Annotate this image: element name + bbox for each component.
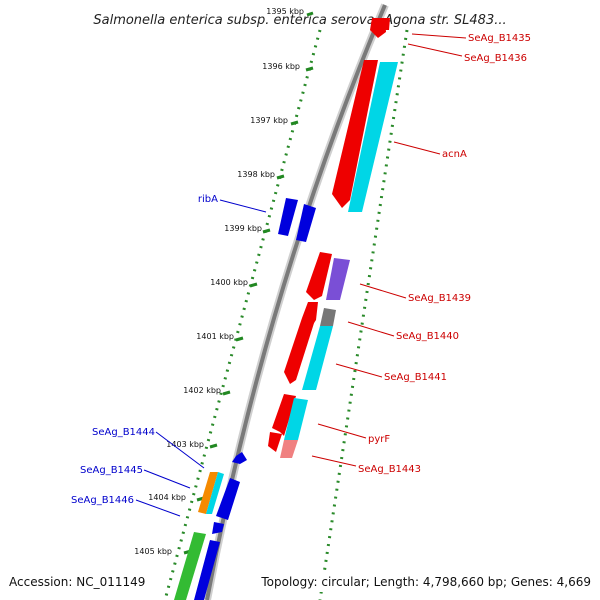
kbp-tick	[222, 390, 231, 396]
gene-label[interactable]: SeAg_B1439	[408, 293, 471, 304]
gene-label[interactable]: SeAg_B1446	[71, 495, 134, 506]
label-leader	[335, 363, 383, 378]
kbp-tick	[290, 120, 299, 126]
label-leader	[347, 321, 395, 337]
gene-label[interactable]: SeAg_B1444	[92, 427, 155, 438]
gene-red-1402[interactable]	[272, 394, 296, 436]
accession-text: Accession: NC_011149	[9, 575, 145, 589]
label-leader	[359, 283, 407, 299]
gene-seag-b1436[interactable]	[383, 18, 390, 30]
gene-riba-a[interactable]	[278, 198, 298, 236]
gene-seag-b1441[interactable]	[302, 326, 333, 390]
gene-label[interactable]: SeAg_B1440	[396, 331, 459, 342]
gene-acna-stripe[interactable]	[348, 62, 398, 212]
kbp-label: 1400 kbp	[210, 278, 248, 287]
label-leader	[393, 141, 441, 155]
gene-label[interactable]: SeAg_B1445	[80, 465, 143, 476]
gene-blue-bottom[interactable]	[194, 540, 220, 600]
kbp-tick	[306, 11, 314, 17]
kbp-tick	[249, 282, 258, 288]
gene-seag-b1443[interactable]	[280, 440, 298, 458]
footer-backdrop-right	[256, 570, 596, 592]
kbp-label: 1402 kbp	[183, 386, 221, 395]
gene-red-1401b[interactable]	[284, 318, 315, 384]
footer-backdrop-left	[4, 570, 154, 592]
kbp-label: 1395 kbp	[266, 7, 304, 16]
gene-label[interactable]: SeAg_B1441	[384, 372, 447, 383]
gene-acna[interactable]	[332, 60, 378, 208]
inner-dotted-ring	[163, 29, 322, 600]
kbp-label: 1405 kbp	[134, 547, 172, 556]
reverse-genes	[174, 198, 316, 600]
gene-red-near-1400[interactable]	[306, 252, 332, 300]
gene-pyrf[interactable]	[284, 398, 308, 440]
gene-label[interactable]: ribA	[198, 194, 218, 205]
label-leader	[135, 499, 181, 517]
gene-label[interactable]: pyrF	[368, 434, 390, 445]
label-leader	[407, 43, 463, 57]
gene-seag-b1435[interactable]	[370, 18, 386, 38]
forward-labels: SeAg_B1435 SeAg_B1436 acnA SeAg_B1439 Se…	[311, 33, 531, 475]
gene-seag-b1444[interactable]	[216, 478, 240, 520]
kbp-ticks	[183, 11, 314, 555]
gene-seag-b1445-stripe[interactable]	[206, 472, 224, 514]
map-title: Salmonella enterica subsp. enterica sero…	[93, 13, 506, 28]
gene-label[interactable]: SeAg_B1436	[464, 53, 527, 64]
gene-label[interactable]: SeAg_B1435	[468, 33, 531, 44]
kbp-tick	[262, 228, 271, 234]
label-leader	[155, 431, 205, 469]
outer-dotted-ring	[318, 29, 409, 600]
kbp-label: 1404 kbp	[148, 493, 186, 502]
kbp-label: 1399 kbp	[224, 224, 262, 233]
gene-label[interactable]: SeAg_B1443	[358, 464, 421, 475]
gene-label[interactable]: acnA	[442, 149, 467, 160]
kbp-tick	[235, 336, 244, 342]
label-leader	[317, 423, 367, 439]
kbp-label: 1397 kbp	[250, 116, 288, 125]
label-leader	[143, 469, 191, 489]
kbp-tick	[209, 443, 218, 449]
kbp-tick	[305, 66, 314, 72]
kbp-label: 1401 kbp	[196, 332, 234, 341]
gene-blue-small[interactable]	[232, 452, 247, 464]
genome-summary-text: Topology: circular; Length: 4,798,660 bp…	[260, 575, 591, 589]
gene-seag-b1446[interactable]	[212, 522, 224, 534]
reverse-labels: ribA SeAg_B1444 SeAg_B1445 SeAg_B1446	[71, 194, 267, 517]
gene-seag-b1439[interactable]	[326, 258, 350, 300]
gene-seag-b1445[interactable]	[198, 472, 218, 514]
kbp-label: 1396 kbp	[262, 62, 300, 71]
kbp-labels: 1395 kbp 1396 kbp 1397 kbp 1398 kbp 1399…	[134, 7, 304, 556]
kbp-label: 1403 kbp	[166, 440, 204, 449]
kbp-tick	[276, 174, 285, 180]
gene-seag-b1440[interactable]	[320, 308, 336, 326]
gene-riba-b[interactable]	[296, 204, 316, 242]
forward-genes	[268, 18, 398, 458]
label-leader	[411, 33, 467, 39]
gene-green[interactable]	[174, 532, 206, 600]
label-leader	[219, 199, 267, 213]
kbp-label: 1398 kbp	[237, 170, 275, 179]
gene-red-1403[interactable]	[268, 432, 282, 452]
label-leader	[311, 455, 357, 467]
